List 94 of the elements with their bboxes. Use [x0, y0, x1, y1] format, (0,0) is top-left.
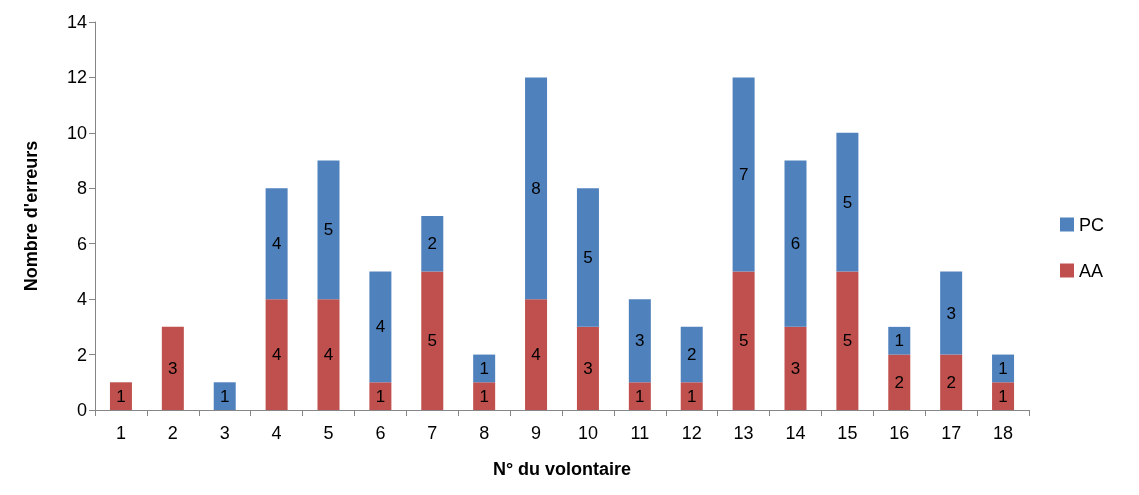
- x-tick-label: 2: [167, 423, 178, 443]
- bar: [369, 271, 392, 383]
- data-label: 4: [375, 317, 386, 337]
- data-label: 4: [323, 345, 334, 365]
- data-label: 5: [738, 331, 749, 351]
- bar: [888, 326, 911, 355]
- bar: [317, 299, 340, 410]
- bar: [265, 299, 288, 410]
- data-label: 4: [531, 345, 541, 365]
- legend-label: PC: [1079, 214, 1105, 235]
- x-tick-label: 13: [733, 423, 754, 443]
- bar: [784, 326, 807, 410]
- data-label: 5: [323, 220, 334, 240]
- x-tick-label: 5: [323, 423, 334, 443]
- x-tick-label: 8: [479, 423, 490, 443]
- data-label: 3: [946, 303, 956, 323]
- bar: [940, 271, 963, 355]
- data-label: 4: [271, 234, 282, 254]
- data-label: 2: [686, 345, 697, 365]
- bar: [992, 382, 1015, 410]
- x-tick-label: 11: [630, 423, 650, 443]
- data-label: 3: [635, 331, 645, 351]
- data-label: 2: [946, 372, 956, 392]
- data-label: 1: [635, 386, 645, 406]
- y-tick-label: 2: [76, 344, 87, 365]
- data-label: 1: [116, 386, 126, 406]
- bar: [473, 382, 496, 410]
- legend-label: AA: [1079, 260, 1104, 281]
- data-label: 5: [842, 331, 853, 351]
- bar: [732, 271, 755, 410]
- y-tick-label: 0: [76, 400, 87, 420]
- data-label: 2: [894, 372, 905, 392]
- bar: [109, 382, 132, 410]
- data-label: 4: [271, 345, 282, 365]
- x-tick-label: 12: [681, 423, 702, 443]
- data-label: 5: [842, 192, 853, 212]
- bar: [940, 354, 963, 410]
- data-label: 2: [427, 234, 438, 254]
- bar: [628, 299, 651, 383]
- data-label: 1: [998, 386, 1008, 406]
- x-tick-label: 9: [531, 423, 542, 443]
- x-tick-label: 14: [785, 423, 806, 443]
- x-tick-label: 16: [889, 423, 910, 443]
- bar: [525, 77, 548, 300]
- data-label: 7: [738, 164, 749, 184]
- data-label: 1: [894, 331, 905, 351]
- data-label: 1: [479, 386, 489, 406]
- y-tick-label: 8: [76, 178, 87, 199]
- bar: [421, 216, 444, 272]
- data-label: 5: [583, 248, 593, 268]
- data-label: 3: [583, 358, 593, 378]
- bar: [836, 132, 859, 272]
- bar: [213, 382, 236, 410]
- data-label: 8: [531, 178, 541, 198]
- data-label: 1: [686, 386, 697, 406]
- x-tick-label: 10: [577, 423, 598, 443]
- x-tick-label: 6: [375, 423, 386, 443]
- bar: [421, 271, 444, 410]
- bar: [576, 188, 599, 327]
- bar: [317, 160, 340, 300]
- y-tick-label: 4: [76, 289, 87, 310]
- y-tick-label: 6: [76, 233, 87, 254]
- data-label: 1: [375, 386, 386, 406]
- x-tick-label: 15: [837, 423, 858, 443]
- bar: [732, 77, 755, 272]
- bar: [888, 354, 911, 410]
- bar: [784, 160, 807, 327]
- data-label: 5: [427, 331, 438, 351]
- bar: [161, 326, 184, 410]
- bar: [680, 382, 703, 410]
- y-tick-label: 14: [66, 12, 87, 32]
- data-label: 3: [790, 358, 801, 378]
- bar: [836, 271, 859, 410]
- data-label: 6: [790, 234, 801, 254]
- y-tick-label: 12: [66, 67, 87, 88]
- x-tick-label: 4: [271, 423, 282, 443]
- x-tick-label: 1: [115, 423, 126, 443]
- y-axis-title: Nombre d'erreurs: [21, 140, 41, 292]
- x-tick-label: 7: [427, 423, 438, 443]
- data-label: 1: [219, 386, 230, 406]
- data-label: 3: [168, 358, 178, 378]
- x-tick-label: 17: [941, 423, 962, 443]
- y-tick-label: 10: [66, 122, 87, 143]
- bar: [369, 382, 392, 410]
- x-tick-label: 3: [219, 423, 230, 443]
- data-label: 1: [998, 358, 1008, 378]
- bar: [576, 326, 599, 410]
- data-label: 1: [479, 358, 489, 378]
- x-tick-label: 18: [993, 423, 1014, 443]
- x-axis-title: N° du volontaire: [492, 459, 632, 479]
- bar: [265, 188, 288, 300]
- bar: [525, 299, 548, 410]
- bar: [628, 382, 651, 410]
- bar: [680, 326, 703, 383]
